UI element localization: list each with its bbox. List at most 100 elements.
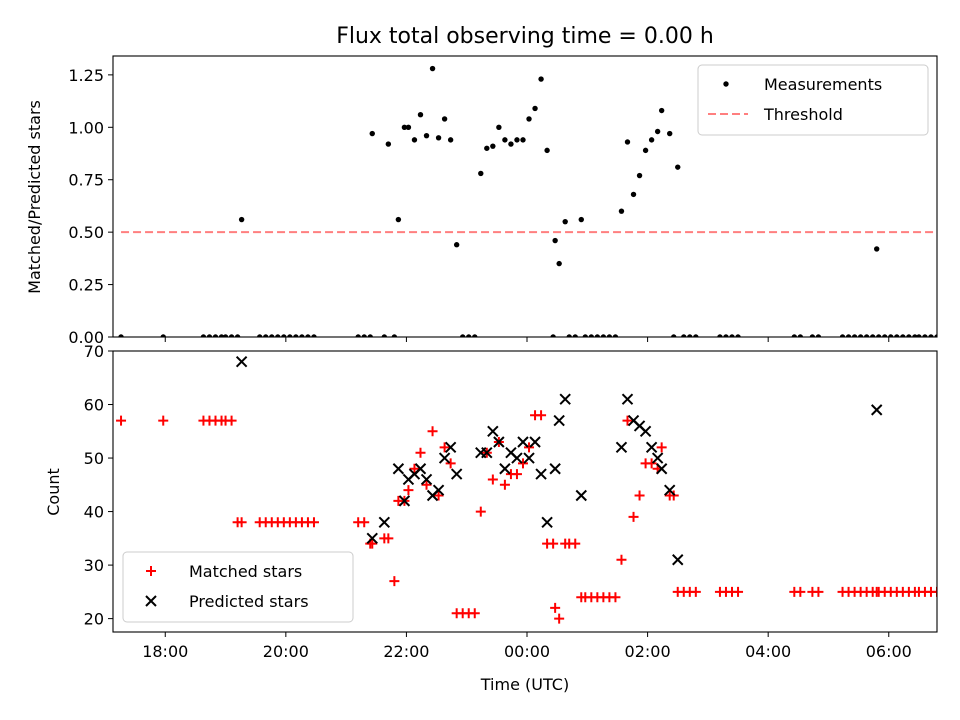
- data-point: [693, 334, 699, 337]
- data-point: [628, 511, 639, 522]
- data-point: [538, 76, 544, 82]
- data-point: [308, 517, 319, 528]
- data-point: [293, 334, 299, 337]
- data-point: [663, 484, 676, 496]
- data-point: [383, 533, 394, 544]
- legend-box: [122, 551, 354, 623]
- data-point: [499, 463, 511, 475]
- data-point: [541, 516, 553, 528]
- data-point: [839, 334, 846, 337]
- data-point: [438, 452, 451, 464]
- data-point: [550, 334, 556, 337]
- data-point: [517, 436, 529, 448]
- y-tick-label: 1.00: [68, 118, 104, 137]
- data-point: [481, 446, 493, 459]
- data-point: [634, 490, 645, 501]
- data-point: [687, 334, 693, 337]
- data-point: [212, 334, 219, 337]
- data-point: [559, 393, 571, 405]
- data-point: [403, 485, 414, 496]
- data-point: [618, 208, 625, 214]
- data-point: [441, 116, 448, 122]
- y-tick-label: 1.25: [68, 66, 104, 85]
- data-point: [392, 463, 405, 475]
- y-tick-label: 40: [84, 503, 104, 522]
- data-point: [642, 147, 649, 154]
- data-point: [160, 334, 166, 337]
- data-point: [511, 452, 523, 464]
- legend-marker: [723, 81, 729, 87]
- legend-marker: [145, 595, 157, 607]
- y-tick-label: 0.50: [68, 223, 104, 242]
- data-point: [651, 452, 664, 464]
- legend-label: Threshold: [763, 105, 843, 124]
- data-point: [656, 442, 667, 453]
- data-point: [478, 170, 484, 177]
- data-point: [158, 415, 169, 426]
- data-point: [612, 334, 619, 337]
- data-point: [717, 334, 723, 337]
- data-point: [548, 538, 559, 549]
- data-point: [552, 237, 558, 244]
- data-point: [536, 410, 547, 421]
- data-point: [484, 145, 490, 151]
- y-tick-label: 30: [84, 556, 104, 575]
- data-point: [427, 426, 438, 437]
- data-point: [367, 334, 373, 337]
- data-point: [544, 147, 550, 154]
- data-point: [566, 334, 572, 337]
- data-point: [469, 608, 480, 619]
- data-point: [499, 479, 510, 490]
- x-tick-label: 18:00: [142, 642, 188, 661]
- data-point: [361, 334, 367, 337]
- data-point: [502, 137, 508, 143]
- x-tick-label: 04:00: [745, 642, 791, 661]
- data-point: [385, 141, 392, 147]
- plot-area: [118, 65, 937, 337]
- y-tick-label: 20: [84, 610, 104, 629]
- y-tick-label: 50: [84, 449, 104, 468]
- y-tick-label: 0.00: [68, 328, 104, 347]
- data-point: [234, 334, 241, 337]
- data-point: [795, 586, 806, 597]
- data-point: [550, 602, 561, 613]
- legend-label: Matched stars: [189, 562, 302, 581]
- data-point: [556, 260, 562, 267]
- data-point: [622, 415, 633, 426]
- data-point: [281, 334, 287, 337]
- data-point: [218, 334, 225, 337]
- data-point: [472, 334, 478, 337]
- data-point: [594, 334, 601, 337]
- data-point: [646, 458, 657, 469]
- data-point: [535, 468, 547, 480]
- data-point: [562, 218, 568, 225]
- chart-title: Flux total observing time = 0.00 h: [336, 24, 714, 49]
- data-point: [420, 473, 433, 486]
- legend: Matched stars Predicted stars: [122, 551, 354, 623]
- data-point: [238, 216, 245, 223]
- data-point: [445, 458, 456, 469]
- data-point: [934, 334, 937, 337]
- x-tick-label: 02:00: [625, 642, 671, 661]
- data-point: [729, 334, 735, 337]
- y-tick-label: 0.75: [68, 171, 104, 190]
- data-point: [797, 334, 804, 337]
- data-point: [453, 242, 460, 248]
- data-point: [391, 334, 398, 337]
- data-point: [549, 463, 561, 475]
- data-point: [928, 334, 934, 337]
- data-point: [236, 517, 247, 528]
- legend: Measurements Threshold: [697, 64, 929, 136]
- legend-label: Predicted stars: [189, 592, 309, 611]
- data-point: [520, 137, 526, 143]
- data-point: [487, 425, 499, 437]
- data-point: [395, 216, 402, 223]
- data-point: [355, 334, 361, 337]
- bottom-panel: 20 30 40 50 60 70 18:00 20:00 22:00 00:00 02:00 04:…: [84, 342, 938, 661]
- data-point: [733, 586, 744, 597]
- data-point: [228, 334, 235, 337]
- data-point: [616, 554, 627, 565]
- y-tick-label: 60: [84, 396, 104, 415]
- data-point: [432, 484, 445, 496]
- data-point: [588, 334, 595, 337]
